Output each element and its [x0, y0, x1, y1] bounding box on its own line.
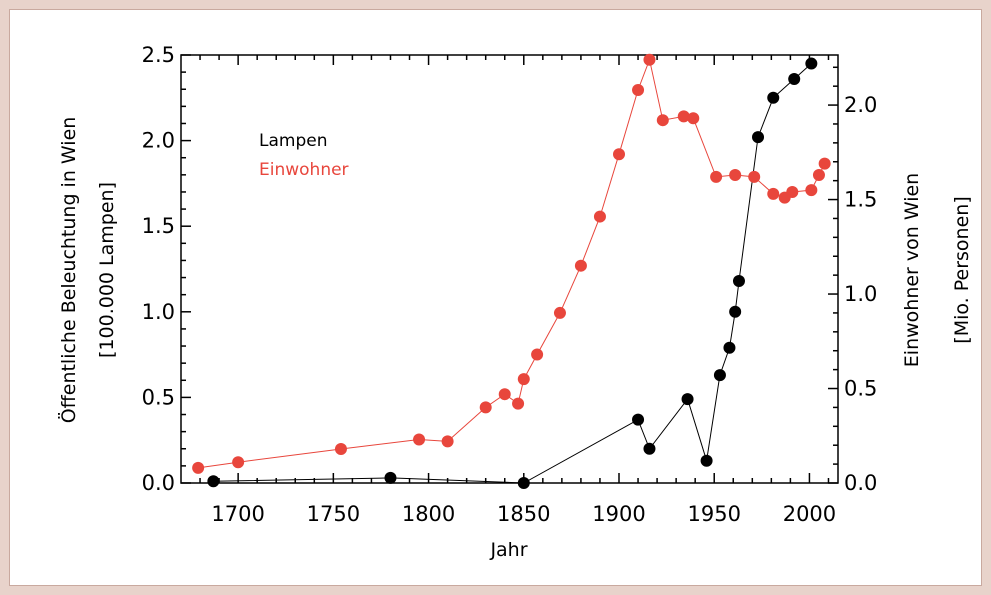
data-point-einwohner [593, 210, 606, 223]
data-point-einwohner [786, 185, 799, 198]
x-tick-label: 1900 [592, 502, 645, 526]
y-left-tick-label: 0.0 [142, 471, 175, 495]
data-point-lampen [384, 471, 397, 484]
plot-frame [180, 54, 839, 484]
x-tick-label: 2000 [783, 502, 836, 526]
x-tick-label: 1800 [402, 502, 455, 526]
y-right-tick-label: 0.0 [844, 471, 877, 495]
x-tick-label: 1750 [307, 502, 360, 526]
data-point-lampen [517, 477, 530, 489]
y-left-tick-label: 1.5 [142, 214, 175, 238]
y-left-tick-label: 2.0 [142, 129, 175, 153]
y-right-axis-unit: [Mio. Personen] [951, 196, 973, 343]
data-point-einwohner [512, 397, 525, 410]
data-point-einwohner [517, 373, 530, 386]
data-point-einwohner [748, 170, 761, 183]
y-left-axis-unit: [100.000 Lampen] [96, 182, 118, 358]
data-point-einwohner [643, 53, 656, 66]
data-point-einwohner [413, 433, 426, 446]
legend-einwohner: Einwohner [259, 160, 349, 180]
data-point-lampen [632, 413, 645, 426]
data-point-einwohner [498, 388, 511, 401]
data-point-einwohner [574, 259, 587, 272]
data-point-lampen [805, 57, 818, 70]
data-point-einwohner [767, 187, 780, 200]
data-point-lampen [207, 475, 220, 488]
data-point-lampen [752, 131, 765, 144]
y-right-tick-label: 1.5 [844, 188, 877, 212]
data-point-einwohner [334, 442, 347, 455]
y-left-axis-title: Öffentliche Beleuchtung in Wien [57, 117, 80, 424]
data-point-einwohner [553, 306, 566, 319]
chart-panel [9, 9, 982, 586]
data-point-lampen [729, 305, 742, 318]
series-layer [192, 53, 831, 489]
data-point-einwohner [805, 184, 818, 197]
data-point-lampen [723, 341, 736, 354]
axis-ticks [181, 54, 838, 484]
data-point-einwohner [232, 456, 245, 469]
data-point-lampen [643, 442, 656, 455]
x-tick-label: 1850 [497, 502, 550, 526]
data-point-einwohner [656, 114, 669, 127]
series-line-lampen [213, 63, 812, 484]
series-line-einwohner [198, 57, 826, 469]
data-point-lampen [681, 393, 694, 406]
y-right-tick-label: 2.0 [844, 93, 877, 117]
data-point-einwohner [613, 148, 625, 161]
data-point-einwohner [632, 83, 645, 96]
data-point-einwohner [710, 170, 723, 183]
data-point-lampen [713, 369, 726, 382]
x-axis-title: Jahr [489, 539, 527, 561]
y-right-tick-label: 1.0 [844, 282, 877, 306]
y-left-tick-label: 0.5 [142, 385, 175, 409]
data-point-einwohner [687, 112, 700, 125]
x-tick-label: 1950 [687, 502, 740, 526]
data-point-lampen [788, 72, 801, 85]
data-point-einwohner [729, 168, 742, 181]
data-point-einwohner [441, 435, 454, 448]
y-right-axis-title: Einwohner von Wien [901, 173, 923, 367]
y-right-tick-label: 0.5 [844, 377, 877, 401]
data-point-einwohner [818, 157, 831, 170]
y-left-tick-label: 1.0 [142, 300, 175, 324]
data-point-einwohner [812, 168, 825, 181]
data-point-einwohner [677, 110, 690, 123]
data-point-lampen [767, 91, 780, 104]
data-point-einwohner [531, 348, 544, 361]
y-left-tick-label: 2.5 [142, 43, 175, 67]
data-point-einwohner [479, 401, 492, 414]
data-point-lampen [700, 454, 713, 467]
tick-labels: 1700 1750 1800 1850 1900 1950 2000 0.0 0.5 1.0 1.5… [142, 43, 878, 526]
data-point-einwohner [192, 461, 205, 474]
legend-lampen: Lampen [259, 131, 327, 151]
data-point-lampen [732, 274, 745, 287]
x-tick-label: 1700 [211, 502, 264, 526]
